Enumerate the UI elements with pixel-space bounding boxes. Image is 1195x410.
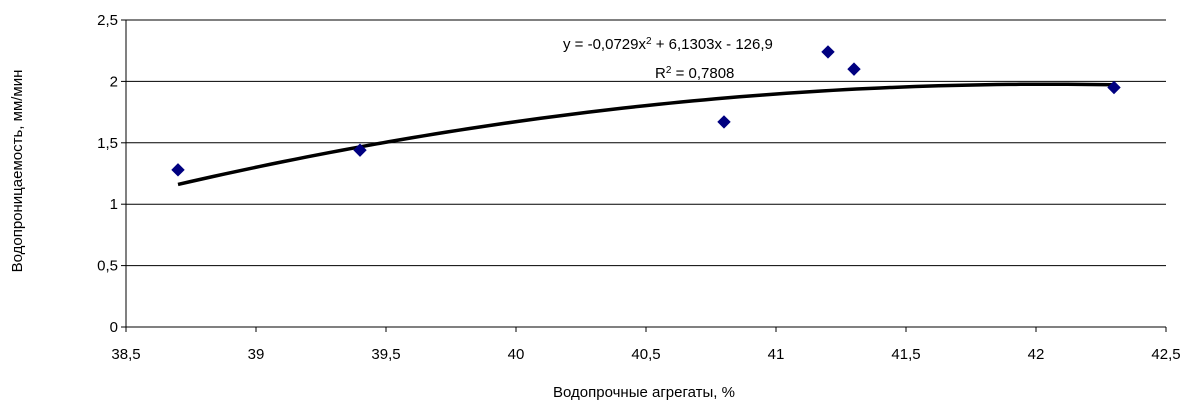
y-axis-title: Водопроницаемость, мм/мин [9, 70, 26, 273]
x-tick-label: 41 [768, 346, 785, 363]
trendline-curve [177, 82, 1115, 187]
data-point [847, 62, 861, 76]
equation-rest: + 6,1303x - 126,9 [652, 36, 773, 53]
x-tick-label: 42,5 [1151, 346, 1180, 363]
x-tick-label: 40 [508, 346, 525, 363]
y-tick-label: 0,5 [97, 258, 118, 275]
x-tick-label: 39 [248, 346, 265, 363]
y-tick-label: 1 [110, 196, 118, 213]
equation-main: y = -0,0729x [563, 36, 646, 53]
data-point [717, 115, 731, 129]
y-tick-label: 0 [110, 319, 118, 336]
r2-superscript: 2 [666, 65, 672, 76]
trendline-equation: y = -0,0729x2 + 6,1303x - 126,9 [563, 36, 773, 54]
equation-superscript: 2 [646, 36, 652, 47]
data-point [171, 163, 185, 177]
x-tick-label: 39,5 [371, 346, 400, 363]
y-tick-label: 2,5 [97, 12, 118, 29]
gridlines [126, 19, 1166, 267]
y-tick-label: 2 [110, 73, 118, 90]
r2-main: R [655, 65, 666, 82]
data-point [821, 45, 835, 59]
x-tick-label: 42 [1028, 346, 1045, 363]
x-tick-label: 40,5 [631, 346, 660, 363]
axes [121, 19, 1167, 332]
x-tick-label: 41,5 [891, 346, 920, 363]
x-tick-label: 38,5 [111, 346, 140, 363]
data-point [1107, 80, 1121, 95]
y-tick-label: 1,5 [97, 135, 118, 152]
data-point [353, 143, 367, 157]
data-points [171, 45, 1121, 177]
r2-rest: = 0,7808 [671, 65, 734, 82]
tick-labels: 0 0,5 1 1,5 2 2,5 38,5 39 39,5 40 40,5 41 41,5 42 42,5 [97, 12, 1180, 363]
x-axis-title: Водопрочные агрегаты, % [553, 384, 735, 401]
trendline [177, 82, 1115, 187]
r-squared-label: R2 = 0,7808 [655, 65, 734, 83]
